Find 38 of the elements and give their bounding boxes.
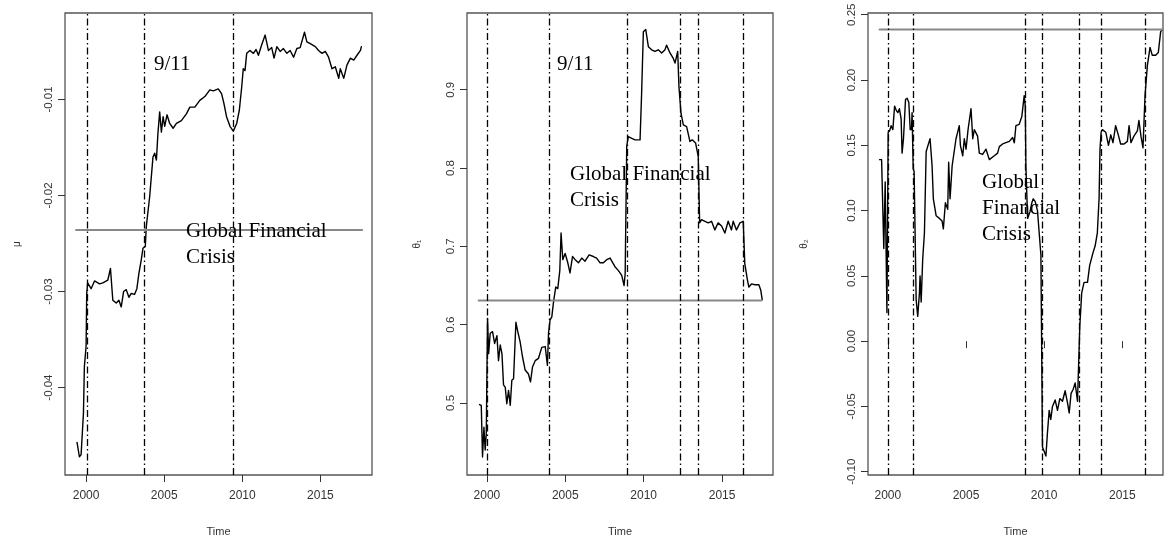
y-tick-label: 0.25	[845, 3, 857, 26]
y-tick-label: 0.7	[444, 238, 456, 255]
annotation: 9/11	[154, 51, 191, 75]
x-tick-label: 2010	[1030, 488, 1058, 502]
x-axis-title: Time	[607, 524, 633, 537]
y-tick-label: 0.15	[845, 134, 857, 157]
x-tick-label: 2000	[874, 488, 902, 502]
x-tick-label: 2015	[307, 488, 335, 502]
x-tick-label: 2005	[551, 488, 579, 502]
y-tick-label: 0.5	[444, 394, 456, 411]
y-tick-label: -0.03	[42, 278, 54, 305]
annotation: 9/11	[557, 51, 594, 75]
x-tick-label: 2010	[228, 488, 256, 502]
annotation: Global Financial Crisis	[186, 218, 327, 268]
y-axis-title: θ₁	[410, 238, 422, 249]
y-tick-label: -0.05	[845, 393, 857, 420]
x-tick-label: 2000	[473, 488, 501, 502]
y-axis-title: θ₂	[797, 239, 809, 249]
y-tick-label: 0.6	[444, 316, 456, 333]
y-tick-label: 0.10	[845, 199, 857, 222]
y-tick-label: -0.10	[845, 458, 857, 485]
x-axis-title: Time	[206, 524, 231, 537]
x-tick-label: 2010	[630, 488, 658, 502]
y-tick-label: 0.8	[444, 160, 456, 177]
y-tick-label: -0.02	[42, 182, 54, 209]
x-tick-label: 2015	[1109, 488, 1137, 502]
y-tick-label: 0.05	[845, 264, 857, 288]
y-tick-label: 0.20	[845, 68, 857, 92]
y-axis-title: μ	[10, 240, 22, 247]
x-tick-label: 2015	[708, 488, 736, 502]
y-tick-label: -0.01	[42, 86, 54, 113]
x-axis-title: Time	[1003, 524, 1028, 537]
x-tick-label: 2005	[150, 488, 178, 502]
y-tick-label: 0.00	[845, 329, 857, 353]
x-tick-label: 2005	[952, 488, 980, 502]
y-tick-label: -0.04	[42, 373, 54, 401]
y-tick-label: 0.9	[444, 81, 456, 98]
x-tick-label: 2000	[72, 488, 100, 502]
